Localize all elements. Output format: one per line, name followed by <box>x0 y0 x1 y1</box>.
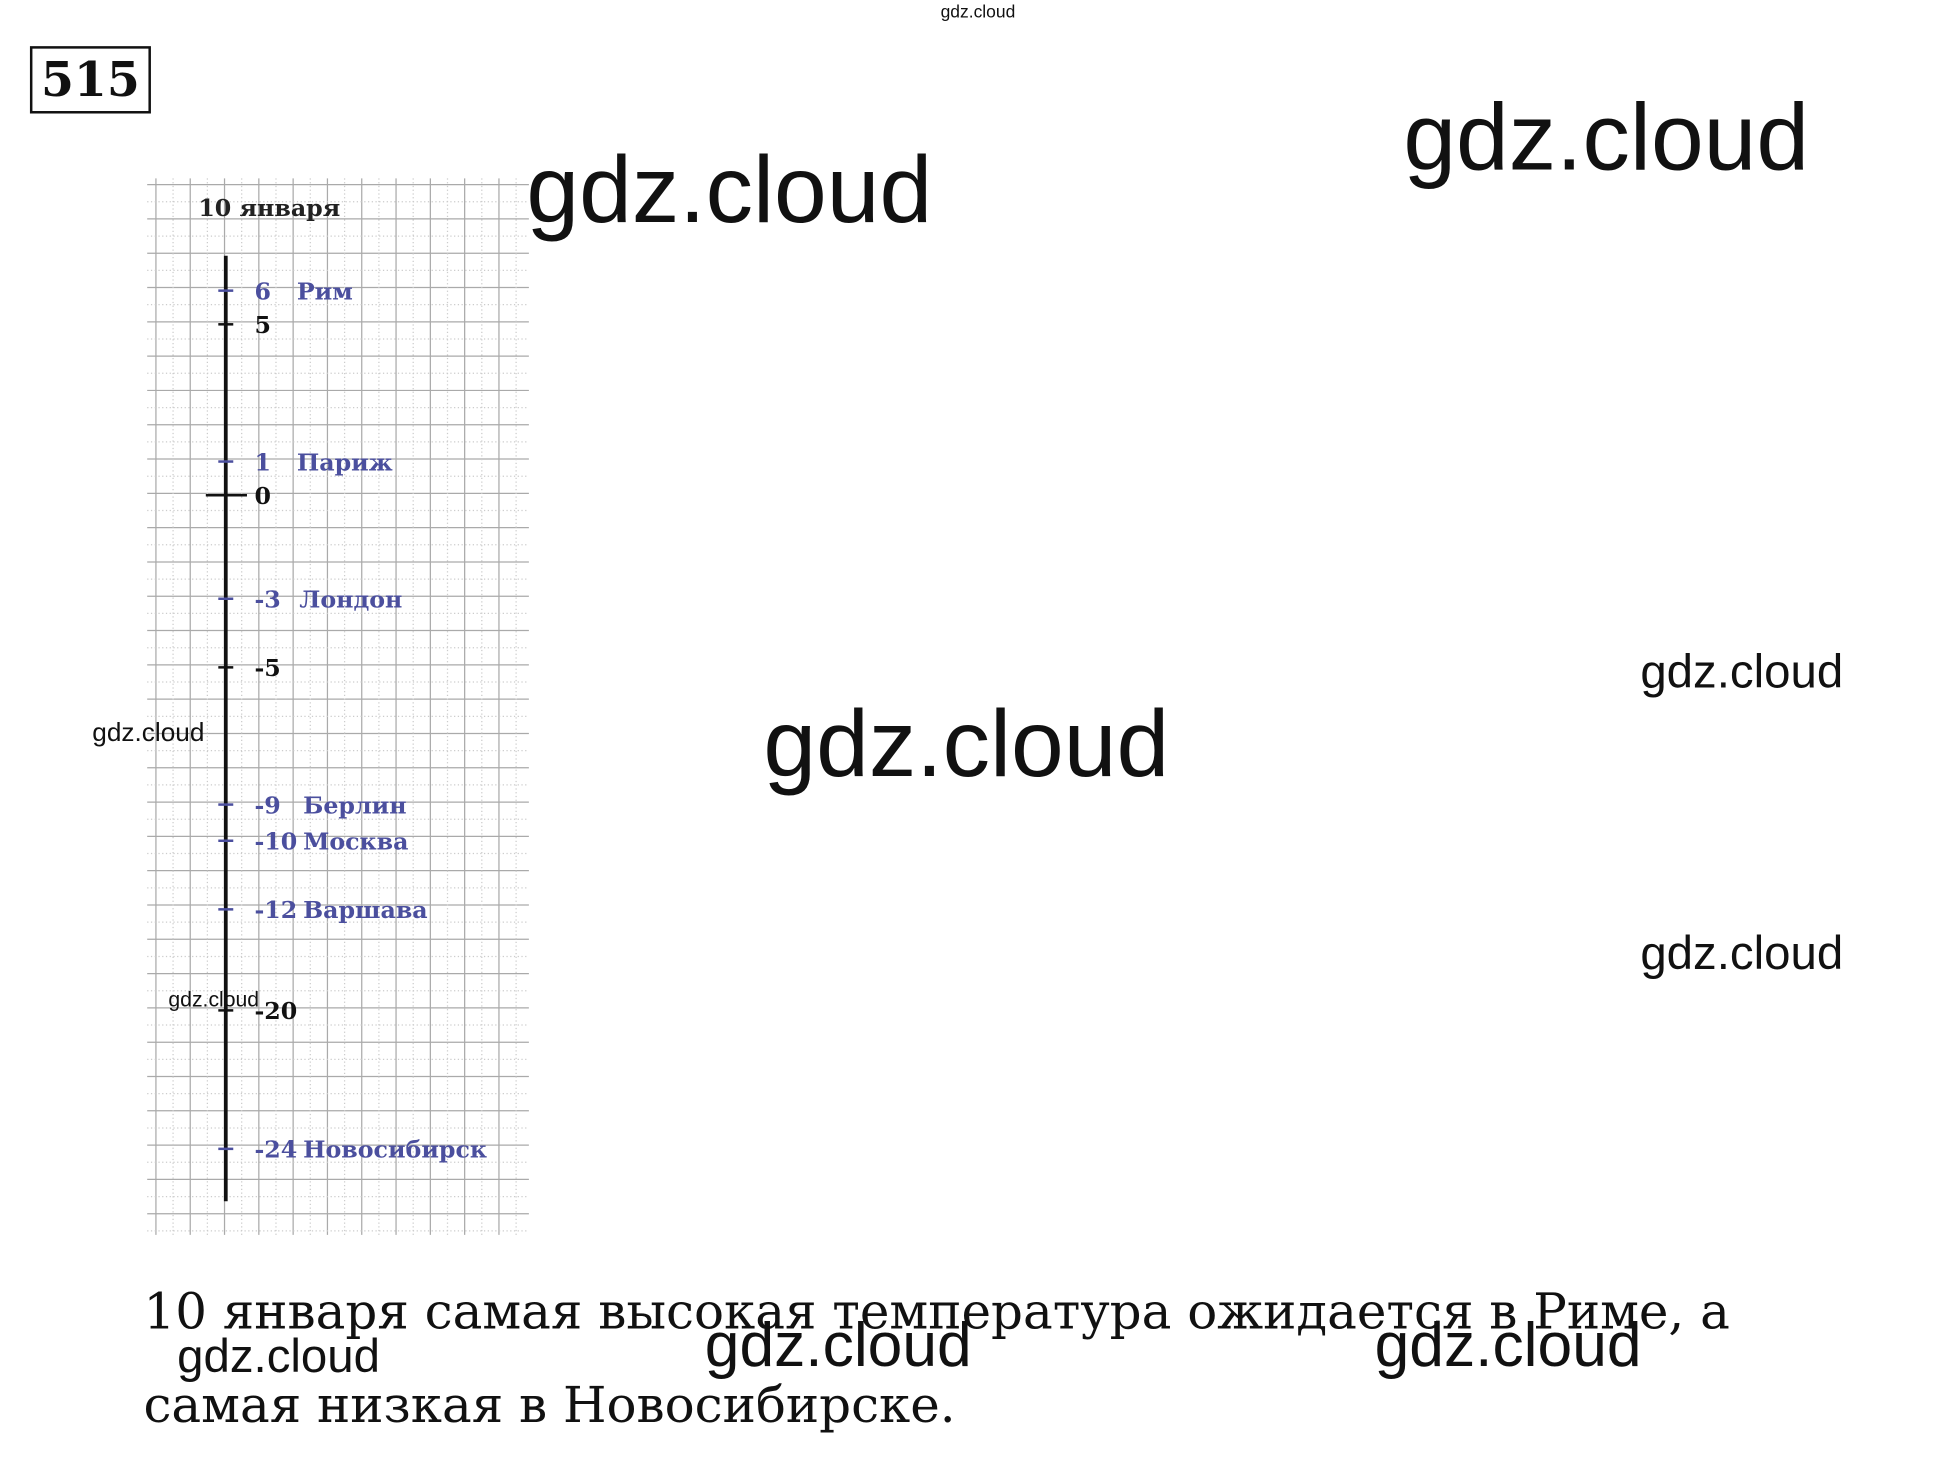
point-label: Лондон <box>299 585 402 613</box>
point-value: -9 <box>254 791 280 819</box>
watermarks: gdz.cloud gdz.cloud gdz.cloud gdz.cloud gdz.… <box>92 1 1843 1383</box>
point-value: -10 <box>254 827 297 855</box>
axis-tick-label: -20 <box>254 997 297 1025</box>
watermark: gdz.cloud <box>177 1330 380 1383</box>
watermark: gdz.cloud <box>1403 85 1809 191</box>
watermark: gdz.cloud <box>168 989 259 1012</box>
axis-tick-label: 0 <box>254 482 270 510</box>
point-label: Москва <box>303 827 408 855</box>
watermark: gdz.cloud <box>705 1311 972 1380</box>
point-label: Рим <box>297 277 353 305</box>
watermark: gdz.cloud <box>1640 645 1843 698</box>
point-value: -12 <box>254 896 297 924</box>
grid <box>147 178 529 1235</box>
point-value: 6 <box>254 277 270 305</box>
answer-text: 10 января самая высокая температура ожид… <box>143 1283 1730 1435</box>
point-label: Новосибирск <box>303 1136 487 1164</box>
point-label: Варшава <box>303 896 428 924</box>
point-label: Берлин <box>303 791 406 819</box>
watermark: gdz.cloud <box>941 1 1016 21</box>
point-value: -24 <box>254 1136 297 1164</box>
point-label: Париж <box>297 448 393 476</box>
axis-tick-label: -5 <box>254 654 280 682</box>
watermark: gdz.cloud <box>526 137 932 243</box>
problem-number: 515 <box>29 46 151 114</box>
marks: 6 Рим 1 Париж -3 Лондон -9 Берлин-10 Москва -12 Ва… <box>205 277 487 1164</box>
watermark: gdz.cloud <box>763 691 1169 797</box>
axis-tick-label: 5 <box>254 311 270 339</box>
point-value: 1 <box>254 448 270 476</box>
watermark: gdz.cloud <box>1375 1311 1642 1380</box>
point-value: -3 <box>254 585 280 613</box>
watermark: gdz.cloud <box>1640 927 1843 980</box>
diagram-title: 10 января <box>198 194 340 222</box>
watermark: gdz.cloud <box>92 717 204 747</box>
